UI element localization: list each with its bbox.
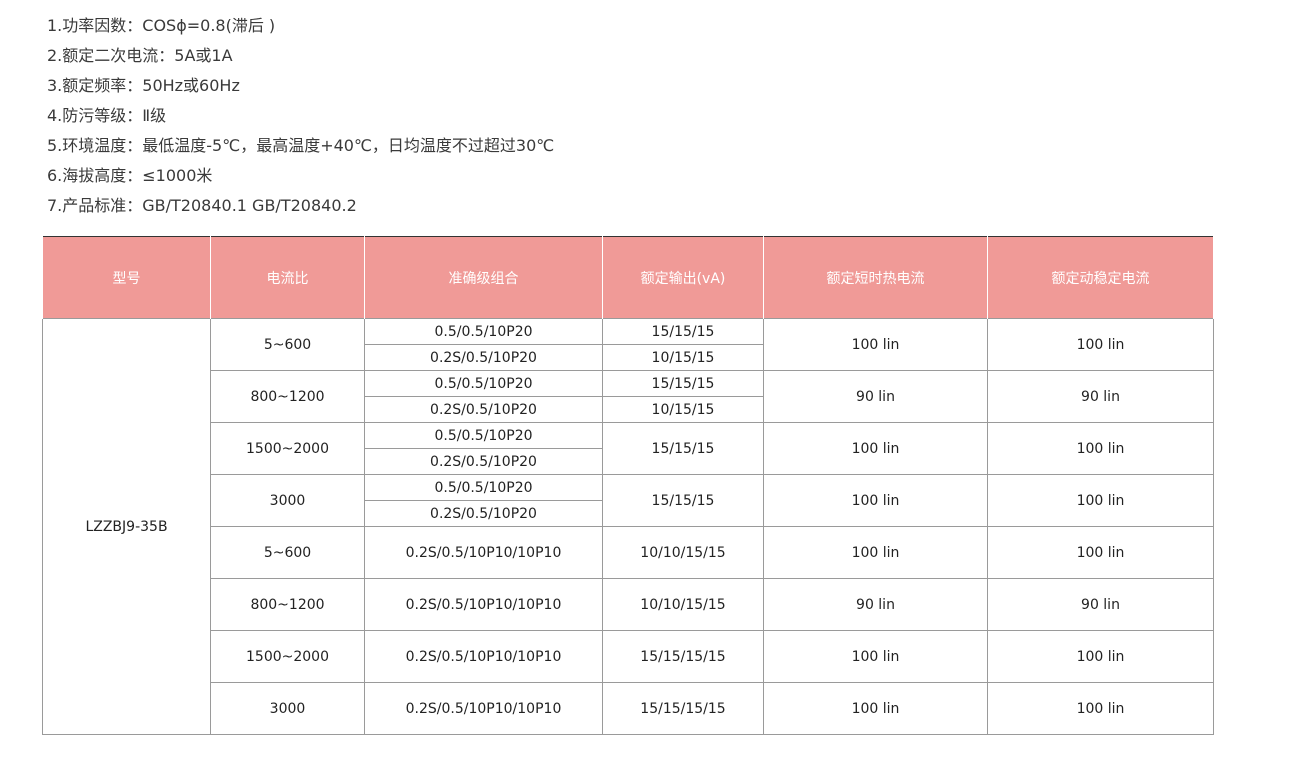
dynamic-current-cell: 90 lin — [987, 370, 1214, 423]
current-ratio-cell: 5~600 — [210, 526, 365, 579]
thermal-current-cell: 90 lin — [763, 578, 988, 631]
spec-frequency: 3.额定频率：50Hz或60Hz — [47, 76, 240, 95]
thermal-current-cell: 100 lin — [763, 422, 988, 475]
spec-power-factor: 1.功率因数：COSϕ=0.8(滞后 ) — [47, 16, 276, 35]
spec-list: 1.功率因数：COSϕ=0.8(滞后 ) 2.额定二次电流：5A或1A 3.额定… — [47, 11, 554, 221]
table-row: 800~1200 0.2S/0.5/10P10/10P10 10/10/15/15 9… — [43, 578, 1214, 631]
rated-output-cell: 15/15/15/15 — [602, 682, 764, 735]
table-row: 800~1200 0.5/0.5/10P20 15/15/15 90 lin 90 li… — [43, 370, 1214, 423]
table-row: 1500~2000 0.2S/0.5/10P10/10P10 15/15/15/15… — [43, 630, 1214, 683]
table-header-row: 型号 电流比 准确级组合 额定输出(vA) 额定短时热电流 额定动稳定电流 — [42, 236, 1214, 319]
accuracy-cell: 0.5/0.5/10P20 — [364, 370, 603, 397]
thermal-current-cell: 100 lin — [763, 526, 988, 579]
accuracy-cell: 0.5/0.5/10P20 — [364, 318, 603, 345]
dynamic-current-cell: 100 lin — [987, 422, 1214, 475]
spec-secondary-current: 2.额定二次电流：5A或1A — [47, 46, 233, 65]
current-ratio-cell: 1500~2000 — [210, 630, 365, 683]
table-row: 5~600 0.2S/0.5/10P10/10P10 10/10/15/15 100 … — [43, 526, 1214, 579]
rated-output-cell: 15/15/15 — [602, 318, 764, 345]
current-ratio-cell: 3000 — [210, 682, 365, 735]
spec-altitude: 6.海拔高度：≤1000米 — [47, 166, 213, 185]
table-row: 3000 0.2S/0.5/10P10/10P10 15/15/15/15 100 l… — [43, 682, 1214, 735]
accuracy-cell: 0.2S/0.5/10P10/10P10 — [364, 682, 603, 735]
table-row: 0.2S/0.5/10P20 — [43, 448, 1214, 475]
current-ratio-cell: 5~600 — [210, 318, 365, 371]
dynamic-current-cell: 90 lin — [987, 578, 1214, 631]
current-ratio-cell: 800~1200 — [210, 370, 365, 423]
table-row: 0.2S/0.5/10P20 10/15/15 — [43, 396, 1214, 423]
current-ratio-cell: 1500~2000 — [210, 422, 365, 475]
table-row: 0.2S/0.5/10P20 10/15/15 — [43, 344, 1214, 371]
thermal-current-cell: 100 lin — [763, 682, 988, 735]
accuracy-cell: 0.2S/0.5/10P10/10P10 — [364, 578, 603, 631]
accuracy-cell: 0.5/0.5/10P20 — [364, 474, 603, 501]
thermal-current-cell: 100 lin — [763, 630, 988, 683]
rated-output-cell: 15/15/15 — [602, 474, 764, 527]
accuracy-cell: 0.2S/0.5/10P10/10P10 — [364, 526, 603, 579]
current-ratio-cell: 3000 — [210, 474, 365, 527]
rated-output-cell: 10/10/15/15 — [602, 526, 764, 579]
rated-output-cell: 15/15/15 — [602, 370, 764, 397]
spec-standard: 7.产品标准：GB/T20840.1 GB/T20840.2 — [47, 196, 357, 215]
model-cell: LZZBJ9-35B — [42, 318, 211, 735]
header-dynamic-current: 额定动稳定电流 — [987, 236, 1214, 319]
table-row: 0.2S/0.5/10P20 — [43, 500, 1214, 527]
rated-output-cell: 10/10/15/15 — [602, 578, 764, 631]
accuracy-cell: 0.5/0.5/10P20 — [364, 422, 603, 449]
rated-output-cell: 15/15/15 — [602, 422, 764, 475]
table-row: 1500~2000 0.5/0.5/10P20 15/15/15 100 lin 100… — [43, 422, 1214, 475]
accuracy-cell: 0.2S/0.5/10P10/10P10 — [364, 630, 603, 683]
header-rated-output: 额定输出(vA) — [602, 236, 764, 319]
header-thermal-current: 额定短时热电流 — [763, 236, 988, 319]
spec-table: 型号 电流比 准确级组合 额定输出(vA) 额定短时热电流 额定动稳定电流 LZ… — [42, 236, 1214, 735]
table-row: 3000 0.5/0.5/10P20 15/15/15 100 lin 100 lin — [43, 474, 1214, 527]
rated-output-cell: 15/15/15/15 — [602, 630, 764, 683]
accuracy-cell: 0.2S/0.5/10P20 — [364, 500, 603, 527]
header-model: 型号 — [42, 236, 211, 319]
dynamic-current-cell: 100 lin — [987, 318, 1214, 371]
thermal-current-cell: 100 lin — [763, 318, 988, 371]
dynamic-current-cell: 100 lin — [987, 630, 1214, 683]
thermal-current-cell: 90 lin — [763, 370, 988, 423]
dynamic-current-cell: 100 lin — [987, 474, 1214, 527]
accuracy-cell: 0.2S/0.5/10P20 — [364, 448, 603, 475]
spec-ambient-temperature: 5.环境温度：最低温度-5℃，最高温度+40℃，日均温度不过超过30℃ — [47, 136, 555, 155]
thermal-current-cell: 100 lin — [763, 474, 988, 527]
dynamic-current-cell: 100 lin — [987, 526, 1214, 579]
dynamic-current-cell: 100 lin — [987, 682, 1214, 735]
rated-output-cell: 10/15/15 — [602, 396, 764, 423]
current-ratio-cell: 800~1200 — [210, 578, 365, 631]
accuracy-cell: 0.2S/0.5/10P20 — [364, 396, 603, 423]
header-current-ratio: 电流比 — [210, 236, 365, 319]
accuracy-cell: 0.2S/0.5/10P20 — [364, 344, 603, 371]
rated-output-cell: 10/15/15 — [602, 344, 764, 371]
spec-pollution-level: 4.防污等级：Ⅱ级 — [47, 106, 167, 125]
table-row: LZZBJ9-35B 5~600 0.5/0.5/10P20 15/15/15 100 … — [42, 318, 1214, 735]
header-accuracy: 准确级组合 — [364, 236, 603, 319]
